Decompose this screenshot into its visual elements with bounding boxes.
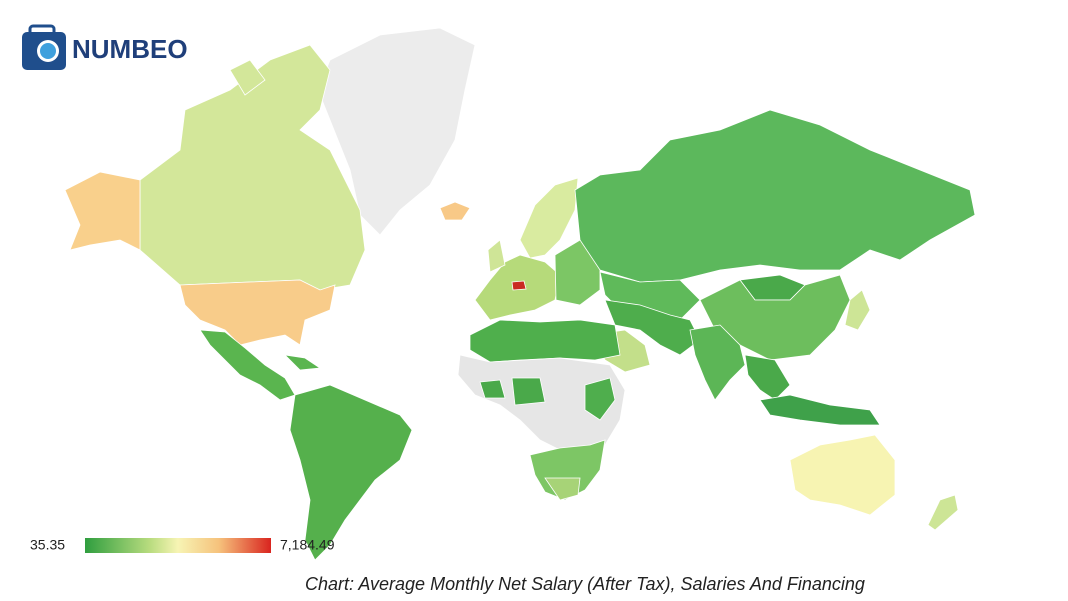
greenland: [317, 27, 476, 236]
scandinavia: [519, 177, 579, 259]
logo: NUMBEO: [22, 24, 188, 70]
nigeria: [511, 377, 546, 406]
arctic-islands: [229, 59, 266, 96]
logo-text: NUMBEO: [72, 34, 188, 64]
world-map: [64, 27, 976, 561]
logo-globe-inner: [40, 43, 56, 59]
mexico-central-america: [199, 329, 296, 401]
india: [689, 324, 746, 401]
indonesia: [759, 394, 881, 426]
logo-handle: [28, 24, 56, 38]
middle-east: [604, 299, 701, 356]
south-america: [289, 384, 413, 561]
legend-gradient: [85, 538, 271, 553]
usa: [179, 279, 336, 346]
caption: Chart: Average Monthly Net Salary (After…: [305, 574, 865, 594]
southern-africa: [529, 439, 606, 501]
alaska: [64, 171, 141, 251]
iceland: [439, 201, 471, 221]
legend-max: 7,184.49: [280, 537, 335, 553]
switzerland: [511, 280, 527, 291]
japan: [844, 289, 871, 331]
legend-min: 35.35: [30, 537, 65, 553]
uk: [487, 239, 506, 273]
east-africa: [584, 377, 616, 421]
new-zealand: [927, 494, 959, 531]
australia: [789, 434, 896, 516]
legend: 35.35 7,184.49: [30, 537, 335, 553]
southeast-asia: [744, 354, 791, 401]
west-africa: [479, 379, 506, 399]
caribbean: [283, 354, 322, 371]
south-africa: [544, 477, 581, 501]
russia: [574, 109, 976, 283]
north-africa: [469, 319, 621, 363]
